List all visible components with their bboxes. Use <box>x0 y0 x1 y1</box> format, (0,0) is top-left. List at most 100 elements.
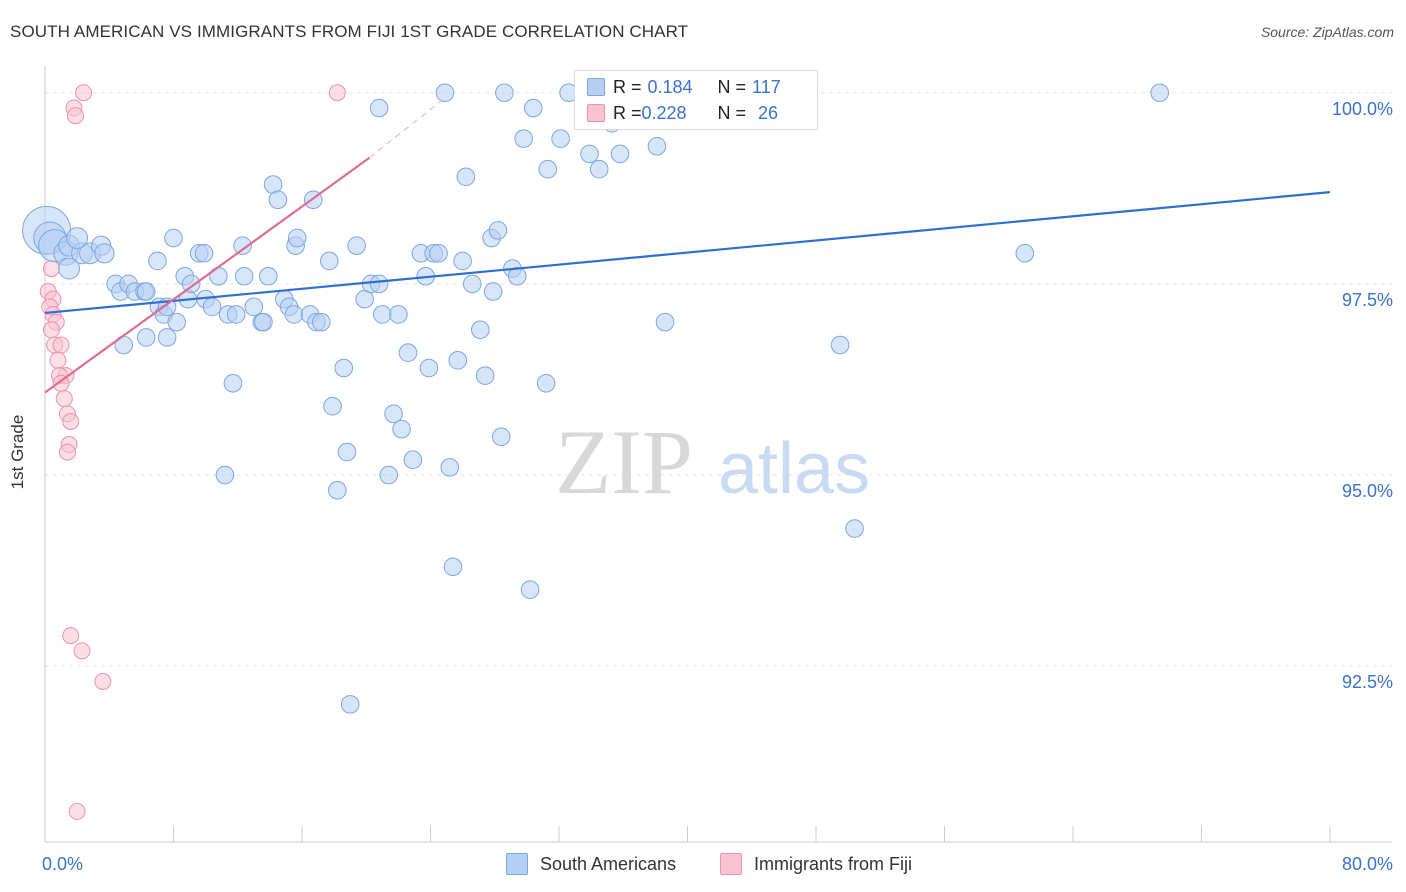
south-american-point <box>647 136 667 156</box>
legend-n-value: 26 <box>758 102 779 123</box>
watermark-zip: ZIP <box>555 411 693 513</box>
fiji-point <box>62 413 80 431</box>
fiji-point <box>75 84 93 102</box>
south-american-point <box>181 274 201 294</box>
south-american-point <box>470 320 490 340</box>
fiji-point <box>49 351 67 369</box>
legend-swatch-pink <box>587 104 605 122</box>
south-american-point <box>403 450 423 470</box>
fiji-point <box>94 672 112 690</box>
south-american-point <box>287 228 307 248</box>
south-american-point <box>538 159 558 179</box>
south-american-point <box>507 266 527 286</box>
south-american-point <box>347 236 366 255</box>
south-american-point <box>94 243 115 264</box>
south-american-point <box>164 228 183 248</box>
fiji-point <box>58 443 76 461</box>
south-american-point <box>258 266 278 286</box>
south-american-point <box>488 221 508 240</box>
fiji-point <box>73 642 91 660</box>
south-american-point <box>483 282 503 301</box>
stats-legend: R = 0.184 N = 117 R = 0.228 N = 26 <box>574 70 818 130</box>
y-tick-label: 95.0% <box>1342 481 1393 501</box>
south-american-point <box>323 396 342 416</box>
fiji-point <box>328 84 346 102</box>
south-american-point <box>389 305 408 324</box>
south-american-point <box>524 98 543 118</box>
legend-swatch-blue <box>506 853 528 875</box>
legend-item-fiji[interactable]: Immigrants from Fiji <box>720 852 912 876</box>
south-american-point <box>830 335 850 355</box>
south-american-point <box>448 351 468 370</box>
south-american-point <box>443 557 463 577</box>
south-american-point <box>373 305 392 324</box>
south-american-point <box>491 427 511 447</box>
legend-row-fiji: R = 0.228 N = 26 <box>587 101 778 125</box>
south-american-point <box>589 159 609 179</box>
legend-r-label: R = <box>613 102 642 123</box>
south-american-point <box>514 129 533 148</box>
y-tick-label: 97.5% <box>1342 290 1393 310</box>
south-american-point <box>311 312 331 332</box>
south-american-point <box>268 190 288 210</box>
trend-line-south-americans <box>44 191 1331 315</box>
south-american-point <box>148 251 167 271</box>
south-american-points <box>22 83 1170 714</box>
source-label: Source: ZipAtlas.com <box>1260 24 1394 40</box>
legend-label: South Americans <box>540 853 677 874</box>
legend-swatch-pink <box>720 853 742 875</box>
south-american-point <box>392 419 411 439</box>
south-american-point <box>66 227 89 249</box>
legend-n-value: 117 <box>752 76 781 97</box>
trend-lines <box>44 96 1331 394</box>
south-american-point <box>551 129 570 148</box>
legend-label: Immigrants from Fiji <box>754 853 913 874</box>
south-american-point <box>453 251 472 271</box>
south-american-point <box>254 312 273 332</box>
south-american-point <box>215 465 235 485</box>
south-american-point <box>167 312 187 332</box>
south-american-point <box>419 358 439 378</box>
trend-line-fiji <box>44 156 371 394</box>
south-american-point <box>194 244 214 263</box>
chart-title: SOUTH AMERICAN VS IMMIGRANTS FROM FIJI 1… <box>10 22 689 41</box>
south-american-point <box>845 519 864 538</box>
south-american-point <box>435 83 455 103</box>
south-american-point <box>440 458 460 477</box>
fiji-point <box>52 336 70 354</box>
watermark-atlas: atlas <box>718 429 870 509</box>
south-american-point <box>233 236 252 255</box>
axes <box>44 66 1392 843</box>
south-american-point <box>226 305 246 324</box>
south-american-point <box>536 373 556 393</box>
south-american-point <box>136 282 156 301</box>
south-american-point <box>284 305 304 324</box>
south-american-point <box>495 83 514 103</box>
south-american-point <box>223 373 243 393</box>
south-american-point <box>157 328 177 347</box>
legend-r-value: 0.228 <box>641 102 687 123</box>
legend-row-south-americans: R = 0.184 N = 117 <box>587 75 781 99</box>
y-tick-label: 92.5% <box>1342 672 1393 692</box>
south-american-point <box>337 442 357 462</box>
south-american-point <box>136 328 156 347</box>
south-american-point <box>384 404 403 424</box>
south-american-point <box>1015 244 1035 263</box>
south-american-point <box>379 465 399 485</box>
south-american-point <box>1150 83 1170 103</box>
x-tick-label: 80.0% <box>1342 854 1393 874</box>
south-american-point <box>429 244 448 263</box>
south-american-point <box>462 274 482 294</box>
fiji-point <box>55 390 73 408</box>
fiji-point <box>42 321 60 339</box>
south-american-point <box>328 481 347 500</box>
south-american-point <box>655 312 675 332</box>
south-american-point <box>58 257 80 280</box>
legend-n-label: N = <box>717 102 747 123</box>
legend-swatch-blue <box>587 78 605 96</box>
legend-item-south-americans[interactable]: South Americans <box>506 852 676 876</box>
south-american-point <box>369 274 389 294</box>
fiji-points <box>39 84 346 820</box>
tick-labels: 92.5% 95.0% 97.5% 100.0% 0.0% 80.0% <box>42 99 1393 874</box>
